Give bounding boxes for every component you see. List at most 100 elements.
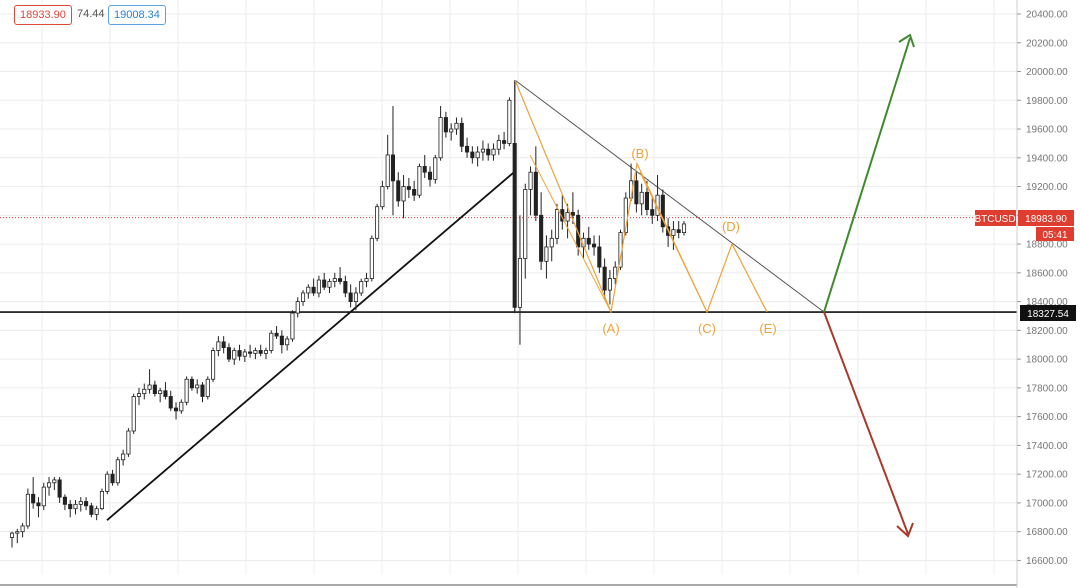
wave-c-inner-line	[639, 171, 708, 313]
wave-lines: (A) (B) (C) (D) (E)	[514, 79, 777, 336]
candle-body	[179, 401, 184, 412]
candle-body	[274, 332, 279, 337]
symbol-tag-bg	[975, 210, 1016, 226]
candle-body	[512, 143, 517, 308]
candle-body	[332, 278, 337, 282]
price-tick-label: 17800.00	[1026, 383, 1068, 394]
candle-body	[327, 281, 332, 288]
candle-body	[459, 122, 464, 147]
projection-arrows	[823, 33, 915, 538]
candle-body	[105, 473, 110, 492]
candle-body	[602, 266, 607, 291]
candle-body	[78, 501, 83, 505]
candle-body	[634, 180, 639, 205]
current-price-tag-bg	[1018, 210, 1074, 226]
candle-body	[364, 278, 369, 282]
candle-body	[375, 206, 380, 239]
price-tick-label: 20400.00	[1026, 10, 1068, 21]
candle-body	[46, 482, 52, 488]
candle-body	[491, 148, 496, 156]
bullish-arrow-head	[898, 33, 915, 48]
candle-body	[232, 350, 237, 360]
candle-body	[586, 237, 591, 245]
candle-body	[502, 140, 507, 144]
candle-body	[57, 479, 62, 498]
candle-body	[486, 148, 491, 156]
candle-body	[248, 351, 253, 354]
candle-body	[517, 258, 523, 308]
grid	[0, 0, 1017, 586]
candle-body	[115, 459, 120, 484]
horizontal-level-layer	[0, 217, 1017, 313]
price-tick-label: 17400.00	[1026, 441, 1068, 452]
candle-body	[544, 246, 549, 262]
candle-body	[613, 266, 618, 279]
candle-body	[322, 279, 327, 288]
candle-body	[84, 501, 89, 507]
candle-body	[570, 212, 575, 216]
candle-body	[237, 350, 242, 357]
candle-body	[565, 212, 570, 222]
candle-body	[31, 493, 36, 504]
candle-body	[592, 243, 597, 248]
bearish-arrow-line	[823, 311, 909, 535]
candle-body	[258, 350, 263, 354]
candle-body	[549, 237, 554, 248]
candle-body	[15, 531, 20, 534]
price-tick-label: 16600.00	[1026, 556, 1068, 567]
candle-body	[9, 532, 15, 538]
candle-body	[539, 214, 544, 262]
wave-label: (C)	[698, 321, 716, 336]
bid-price-box[interactable]: 18933.90	[14, 5, 72, 25]
candle-body	[438, 117, 443, 159]
candle-body	[380, 186, 385, 208]
candle-body	[195, 384, 200, 389]
candle-body	[533, 171, 538, 216]
candle-body	[226, 347, 231, 360]
price-tick-label: 17000.00	[1026, 498, 1068, 509]
candle-body	[295, 301, 300, 314]
wave-polyline	[514, 79, 768, 315]
candle-body	[168, 396, 173, 409]
price-tick-label: 18400.00	[1026, 297, 1068, 308]
candle-body	[443, 117, 448, 133]
candle-body	[189, 378, 194, 389]
ask-price-box[interactable]: 19008.34	[108, 5, 166, 25]
candle-body	[184, 378, 189, 403]
price-tick-label: 18600.00	[1026, 268, 1068, 279]
candle-body	[597, 246, 602, 268]
price-axis[interactable]: 20400.00 20200.00 20000.00 19800.00 19600.00…	[1016, 0, 1068, 588]
candle-body	[279, 335, 284, 346]
level-tag-bg	[1020, 305, 1076, 321]
candle-body	[369, 237, 374, 279]
candle-body	[449, 128, 454, 133]
candle-body	[576, 214, 581, 248]
candle-body	[68, 503, 73, 510]
current-price-tag: 18983.90	[1025, 214, 1067, 225]
candle-body	[660, 194, 665, 228]
candle-body	[343, 281, 348, 294]
candle-body	[211, 350, 216, 380]
descending-trendline	[514, 79, 825, 313]
candle-body	[496, 140, 501, 150]
price-tick-label: 18200.00	[1026, 326, 1068, 337]
candle-body	[205, 378, 210, 397]
candle-body	[36, 502, 41, 507]
countdown-tag-bg	[1036, 227, 1074, 241]
candle-body	[385, 154, 390, 187]
candle-body	[412, 189, 417, 196]
candle-body	[163, 390, 168, 397]
price-tick-label: 17200.00	[1026, 470, 1068, 481]
candle-body	[99, 491, 104, 510]
price-tags: BTCUSD 18983.90 05:41 18327.54	[974, 210, 1076, 321]
candle-body	[650, 209, 655, 216]
candle-body	[401, 186, 406, 202]
candle-body	[353, 292, 358, 302]
countdown-tag: 05:41	[1042, 230, 1067, 241]
candle-body	[94, 508, 99, 515]
candle-body	[147, 384, 152, 390]
candle-body	[269, 332, 274, 351]
candle-body	[126, 430, 131, 455]
